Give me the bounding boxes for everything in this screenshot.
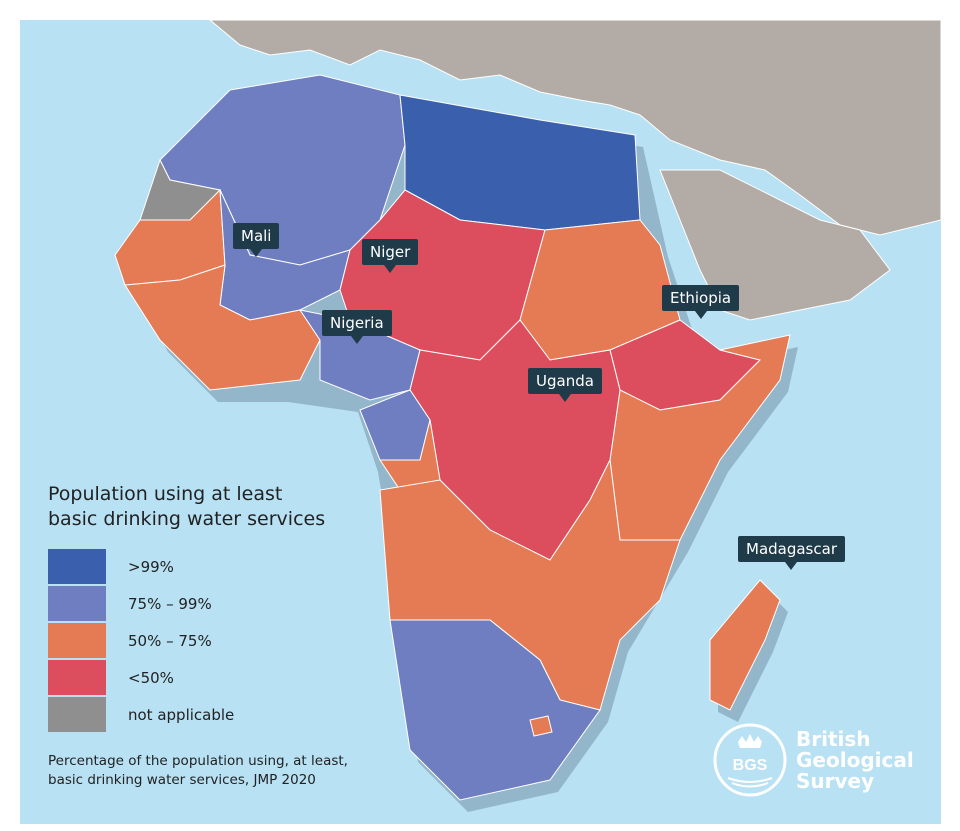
bgs-mark: BGS [733,757,768,774]
legend-label: >99% [128,557,174,576]
bgs-emblem-icon: BGS [713,723,787,797]
bgs-wordmark-line3: Survey [796,768,875,793]
africa-map [114,20,941,812]
callout-uganda: Uganda [528,368,602,402]
callout-mali: Mali [233,223,280,257]
callout-ethiopia: Ethiopia [662,285,740,319]
legend-swatch [48,549,106,584]
legend-item: >99% [48,548,234,585]
bgs-wordmark: British Geological Survey [796,726,914,793]
region-madagascar [709,579,781,711]
legend-title: Population using at least basic drinking… [48,482,348,532]
source-note: Percentage of the population using, at l… [48,752,408,790]
legend-item: not applicable [48,696,234,733]
legend-swatch [48,623,106,658]
legend-title-line2: basic drinking water services [48,508,326,530]
region-congo-coast [379,419,441,491]
bgs-logo: BGS British Geological Survey [712,722,914,798]
legend-label: <50% [128,668,174,687]
bgs-wordmark-line2: Geological [796,747,914,772]
arabia-land [659,169,891,321]
legend-item: 50% – 75% [48,622,234,659]
callout-nigeria: Nigeria [322,310,392,344]
legend-item: <50% [48,659,234,696]
source-note-line1: Percentage of the population using, at l… [48,753,348,769]
callout-madagascar: Madagascar [738,536,845,570]
callout-niger: Niger [362,239,419,273]
legend-item: 75% – 99% [48,585,234,622]
legend-label: not applicable [128,705,235,724]
bgs-wordmark-line1: British [796,726,871,751]
region-south [389,619,601,801]
region-lesotho [529,715,553,737]
legend-label: 50% – 75% [128,631,212,650]
legend-swatch [48,660,106,695]
legend-list: >99% 75% – 99% 50% – 75% <50% not applicable [48,548,234,733]
map-frame: Mali Niger Nigeria Ethiopia Uganda Madag… [20,20,941,824]
legend-swatch [48,697,106,732]
legend-swatch [48,586,106,621]
legend-label: 75% – 99% [128,594,212,613]
legend-title-line1: Population using at least [48,483,283,505]
source-note-line2: basic drinking water services, JMP 2020 [48,772,316,788]
